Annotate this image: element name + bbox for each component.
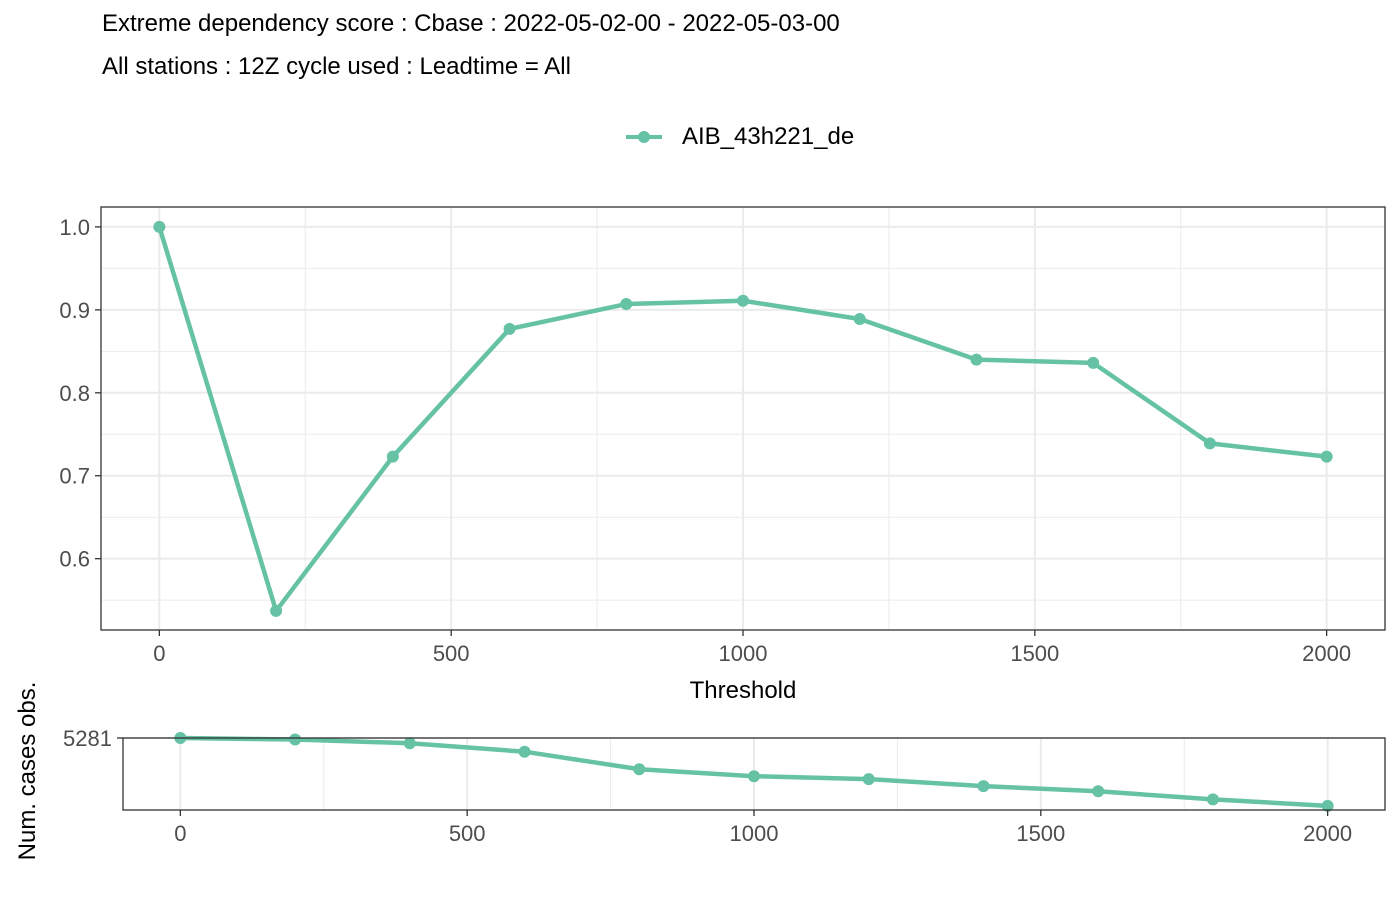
data-point	[1087, 356, 1100, 369]
data-point	[1206, 793, 1219, 806]
data-point	[518, 745, 531, 758]
y-tick-label: 0.6	[59, 547, 90, 572]
x-tick-label: 0	[174, 821, 186, 846]
x-tick-label: 1000	[730, 821, 779, 846]
data-point	[503, 322, 516, 335]
data-point	[977, 780, 990, 793]
chart-title: Extreme dependency score : Cbase : 2022-…	[102, 10, 840, 37]
data-point	[289, 733, 302, 746]
y-axis-title: Num. cases obs.	[14, 682, 41, 861]
y-tick-label: 1.0	[59, 215, 90, 240]
x-tick-label: 1000	[719, 641, 768, 666]
data-point	[1092, 785, 1105, 798]
legend: AIB_43h221_de	[622, 122, 854, 152]
chart-subtitle: All stations : 12Z cycle used : Leadtime…	[102, 53, 571, 80]
legend-key-point	[638, 131, 650, 143]
data-point	[1203, 437, 1216, 450]
data-point	[853, 312, 866, 325]
y-tick-label: 0.9	[59, 298, 90, 323]
x-tick-label: 500	[433, 641, 470, 666]
x-tick-label: 2000	[1303, 821, 1352, 846]
data-point	[737, 294, 749, 307]
data-point	[1321, 799, 1334, 812]
data-point	[620, 298, 633, 311]
data-point	[386, 450, 399, 463]
data-point	[270, 604, 283, 617]
x-tick-label: 1500	[1010, 641, 1059, 666]
data-point	[403, 737, 416, 750]
x-tick-label: 500	[449, 821, 486, 846]
data-point	[153, 220, 166, 233]
x-tick-label: 1500	[1016, 821, 1065, 846]
y-tick-label: 5281	[63, 726, 112, 751]
data-point	[633, 763, 646, 776]
y-tick-label: 0.8	[59, 381, 90, 406]
main-panel: 0 500 1000 1500 2000 0.6 0.7 0.8 0.9 1.0 Threshold	[59, 206, 1386, 704]
x-tick-label: 0	[153, 641, 165, 666]
legend-label: AIB_43h221_de	[682, 123, 855, 150]
data-point	[1320, 450, 1333, 463]
x-axis-title: Threshold	[690, 677, 797, 704]
x-tick-label: 2000	[1302, 641, 1351, 666]
data-point	[970, 353, 983, 366]
data-point	[748, 770, 760, 783]
legend-key	[622, 122, 666, 152]
data-point	[862, 773, 875, 786]
cases-panel: 0 500 1000 1500 2000 5281 Num. cases obs.	[14, 682, 1386, 861]
y-tick-label: 0.7	[59, 464, 90, 489]
